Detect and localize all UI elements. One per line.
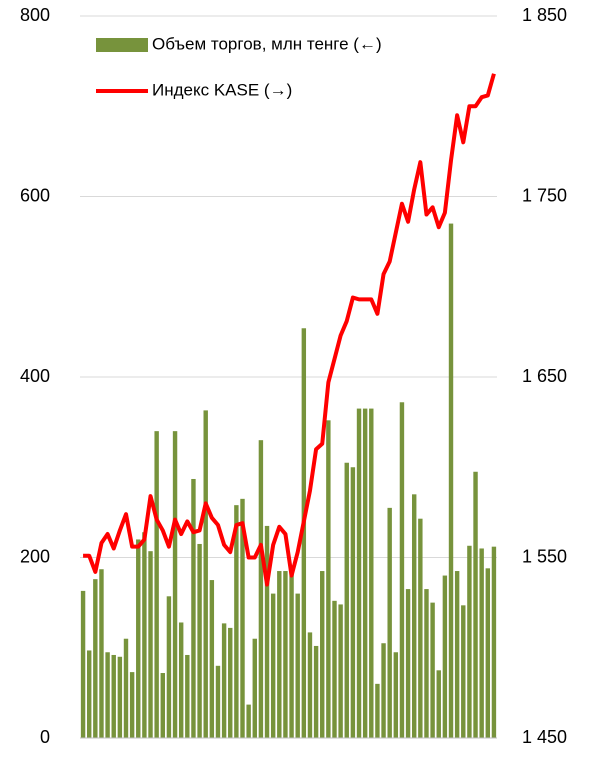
y-tick-label: 400 [20,366,50,386]
bar [166,596,172,738]
bar [246,704,251,738]
y2-tick-label: 1 550 [522,546,567,566]
y2-tick-label: 1 450 [522,727,567,747]
bar [375,683,380,738]
bar [197,543,202,738]
bar [332,600,337,738]
bar [142,532,147,738]
bar [129,672,135,738]
bar [185,654,190,738]
bar [86,650,92,738]
bar [160,673,165,738]
bar [234,505,239,738]
legend-swatch [96,38,148,52]
bar [356,408,362,738]
bar [117,656,123,738]
bar [436,670,441,738]
bar [270,593,276,738]
bar [203,410,208,738]
bar [393,652,399,738]
bar [228,627,233,738]
bar [209,580,215,738]
bar [252,638,257,738]
bar [93,579,98,738]
bar [215,665,221,738]
legend-label: Индекс KASE (→) [152,80,292,99]
bar [430,602,435,738]
bar [295,593,300,738]
bar [307,632,313,738]
bar [283,571,288,738]
bar [313,645,319,738]
line [83,73,496,587]
y2-tick-label: 1 850 [522,5,567,25]
bar [362,408,368,738]
bar [111,654,116,738]
y2-tick-label: 1 750 [522,185,567,205]
y-tick-label: 600 [20,185,50,205]
bar [350,467,356,738]
bar [448,223,454,738]
bar [344,462,349,738]
bar [473,471,478,738]
bar [301,328,307,738]
bar [418,518,423,738]
bar [264,525,270,738]
bar [326,420,331,738]
bar [105,652,110,738]
bar [467,545,472,738]
y-tick-label: 200 [20,546,50,566]
bar [405,589,411,738]
legend-label: Объем торгов, млн тенге (←) [152,34,382,53]
bar [154,431,159,738]
bar [454,571,460,738]
y-tick-label: 800 [20,5,50,25]
bar [479,548,484,738]
bar [172,431,178,738]
bar [369,408,374,738]
bar [99,569,104,738]
bar [258,440,264,738]
bar [387,507,392,738]
bar [178,622,184,738]
bar [424,589,429,738]
bar [338,604,343,738]
bar [491,546,497,738]
bar [381,643,386,738]
y-tick-label: 0 [40,727,50,747]
bar [148,551,153,738]
bar [191,478,196,738]
bar [289,566,294,738]
bar [461,605,466,738]
y2-tick-label: 1 650 [522,366,567,386]
bar [221,623,227,738]
bar [485,568,491,738]
bar [399,402,405,738]
bar [442,575,448,738]
bar [80,590,86,738]
bar [277,571,282,738]
bar [123,638,129,738]
bar [320,571,325,738]
bar [240,498,245,738]
bar [136,539,141,738]
bar [412,494,417,738]
